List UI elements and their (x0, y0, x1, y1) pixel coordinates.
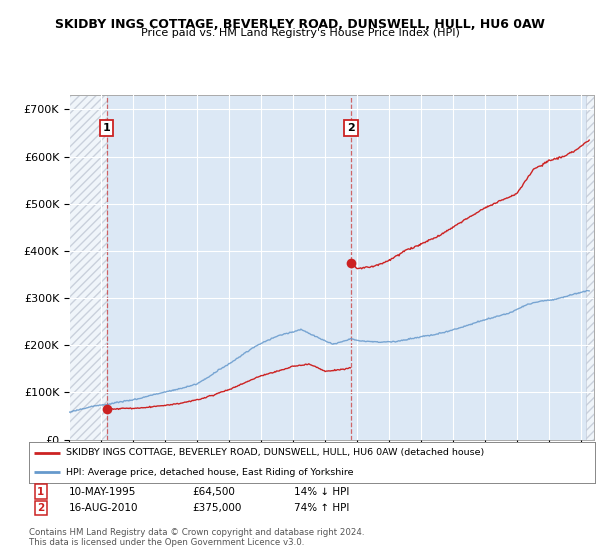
Bar (69, 95, 107, 440)
Text: £375,000: £375,000 (192, 503, 241, 513)
Text: 1: 1 (37, 487, 44, 497)
Text: 14% ↓ HPI: 14% ↓ HPI (294, 487, 349, 497)
Text: 10-MAY-1995: 10-MAY-1995 (69, 487, 136, 497)
Text: SKIDBY INGS COTTAGE, BEVERLEY ROAD, DUNSWELL, HULL, HU6 0AW (detached house): SKIDBY INGS COTTAGE, BEVERLEY ROAD, DUNS… (65, 449, 484, 458)
Text: 2: 2 (37, 503, 44, 513)
Text: 2: 2 (347, 123, 355, 133)
Text: £64,500: £64,500 (192, 487, 235, 497)
Text: 16-AUG-2010: 16-AUG-2010 (69, 503, 139, 513)
Text: 1: 1 (103, 123, 110, 133)
Text: Contains HM Land Registry data © Crown copyright and database right 2024.
This d: Contains HM Land Registry data © Crown c… (29, 528, 364, 547)
Text: SKIDBY INGS COTTAGE, BEVERLEY ROAD, DUNSWELL, HULL, HU6 0AW: SKIDBY INGS COTTAGE, BEVERLEY ROAD, DUNS… (55, 18, 545, 31)
Text: Price paid vs. HM Land Registry's House Price Index (HPI): Price paid vs. HM Land Registry's House … (140, 28, 460, 38)
Text: 74% ↑ HPI: 74% ↑ HPI (294, 503, 349, 513)
Text: HPI: Average price, detached house, East Riding of Yorkshire: HPI: Average price, detached house, East… (65, 468, 353, 477)
Bar (586, 95, 594, 440)
